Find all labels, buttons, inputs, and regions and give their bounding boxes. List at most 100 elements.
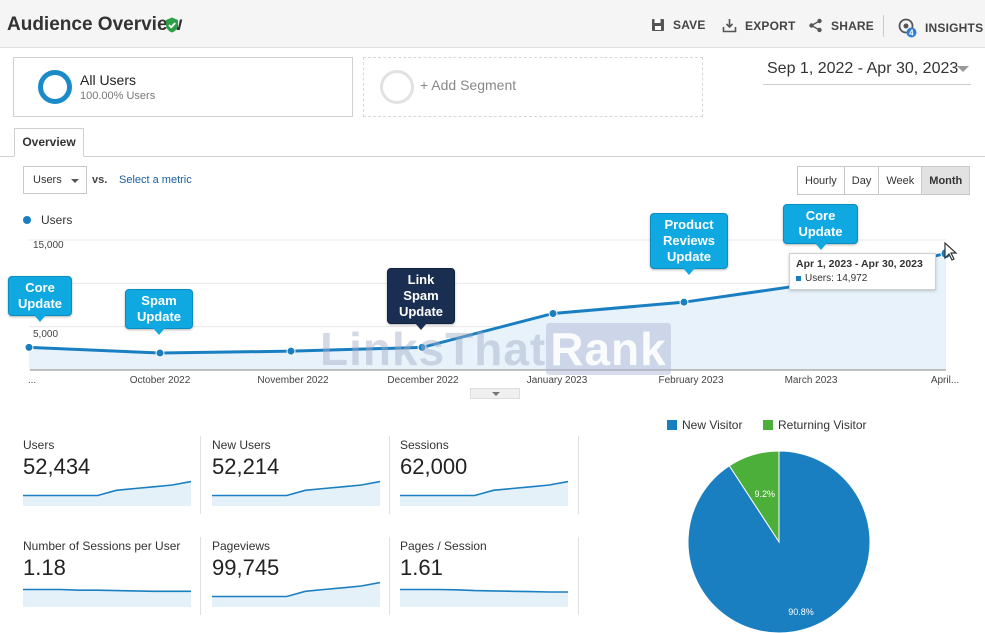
metric-value: 52,214 [212,454,280,479]
verified-shield-icon [166,17,178,33]
annotation-core-update-sep[interactable]: Core Update [8,276,72,322]
annotation-spam-update[interactable]: Spam Update [125,289,193,335]
tooltip-date-range: Apr 1, 2023 - Apr 30, 2023 [796,258,923,270]
tooltip-series-swatch [796,276,801,281]
metric-value: 1.18 [23,555,66,580]
y-axis-label-5000: 5,000 [33,329,59,340]
page-title: Audience Overview [7,14,183,35]
date-range-picker[interactable]: Sep 1, 2022 - Apr 30, 2023 [767,60,959,77]
date-range-caret-icon[interactable] [957,66,969,72]
annotation-product-reviews-update[interactable]: Product Reviews Update [650,213,728,275]
granularity-week-button[interactable]: Week [879,167,923,194]
users-area-fill [29,253,946,370]
pie-legend-label: Returning Visitor [778,418,867,432]
empty-segment-ring-icon [380,70,414,104]
share-icon [809,18,822,33]
export-icon [722,19,737,33]
segment-ring-icon [38,70,72,104]
metric-value: 62,000 [400,454,468,479]
metric-divider [578,537,579,615]
sparkline-line [400,480,568,497]
chevron-down-icon [492,392,500,396]
metric-sparkline [400,588,568,607]
metric-sparkline [23,480,191,506]
metric-sessions[interactable]: Sessions 62,000 [400,438,570,523]
annotation-core-update-mar[interactable]: Core Update [783,204,858,250]
metric-sparkline [400,480,568,506]
x-axis-label-feb: February 2023 [658,375,724,386]
granularity-hourly-button[interactable]: Hourly [798,167,845,194]
metric-pages-per-session[interactable]: Pages / Session 1.61 [400,539,570,624]
metric-divider [200,436,201,514]
tooltip-value: Users: 14,972 [805,273,868,284]
segment-all-users[interactable]: All Users 100.00% Users [13,57,353,117]
metric-users[interactable]: Users 52,434 [23,438,193,523]
add-segment-button[interactable]: + Add Segment [363,57,703,117]
x-axis-label-sep: ... [27,375,37,386]
pie-legend-new-visitor[interactable]: New Visitor [667,418,742,432]
granularity-day-button[interactable]: Day [845,167,880,194]
save-label: SAVE [673,18,706,32]
metric-dropdown[interactable]: Users [23,166,87,194]
x-axis-label-mar: March 2023 [784,375,838,386]
export-button[interactable]: EXPORT [722,18,796,33]
granularity-month-button[interactable]: Month [922,167,970,194]
metric-dropdown-value: Users [33,174,62,186]
pie-legend-label: New Visitor [682,418,743,432]
metric-label: Users [23,438,55,452]
save-button[interactable]: SAVE [651,18,706,32]
legend-dot-icon [23,216,31,224]
watermark-logo: LinksThatRank [320,322,671,376]
metric-label: Pages / Session [400,539,487,553]
sparkline-area [23,589,191,607]
metric-divider [389,537,390,615]
export-label: EXPORT [745,18,796,33]
x-axis-label-oct: October 2022 [129,375,191,386]
sparkline-line [23,480,191,497]
x-axis-label-nov: November 2022 [257,375,329,386]
metric-label: Pageviews [212,539,271,553]
sparkline-area [400,589,568,607]
annotation-link-spam-update[interactable]: Link Spam Update [387,268,455,330]
tab-overview[interactable]: Overview [14,128,84,157]
pie-legend-swatch [667,420,677,430]
visitor-type-pie-chart: 9.2% 90.8% [687,450,871,633]
x-axis-label-dec: December 2022 [387,375,459,386]
metric-sparkline [212,581,380,607]
mouse-cursor-icon [944,242,958,261]
date-range-underline [763,84,971,85]
data-point-oct-2022 [155,348,165,358]
insights-button[interactable]: 4 INSIGHTS [897,18,983,38]
metric-sparkline [212,480,380,506]
select-metric-link[interactable]: Select a metric [119,174,192,186]
metric-value: 52,434 [23,454,91,479]
pie-legend-returning-visitor[interactable]: Returning Visitor [763,418,867,432]
metric-divider [578,436,579,514]
chevron-down-icon [71,179,79,183]
data-point-jan-2023 [548,308,558,318]
page-header: Audience Overview SAVE EXPORT SHARE [0,0,985,48]
chart-expand-toggle[interactable] [470,388,520,399]
data-point-dec-2022 [417,342,427,352]
metric-label: Number of Sessions per User [23,539,181,553]
pie-slice-new-visitor [687,450,871,633]
vs-label: vs. [92,174,108,186]
metric-divider [200,537,201,615]
metric-sessions-per-user[interactable]: Number of Sessions per User 1.18 [23,539,193,624]
granularity-toggle: Hourly Day Week Month [797,166,971,195]
data-point-sep-2022 [24,342,34,352]
data-point-feb-2023 [679,297,689,307]
x-axis-label-apr: April... [930,375,960,386]
metric-new-users[interactable]: New Users 52,214 [212,438,382,523]
save-icon [652,19,664,31]
metric-divider [389,436,390,514]
sparkline-line [212,581,380,598]
metric-pageviews[interactable]: Pageviews 99,745 [212,539,382,624]
x-axis-label-jan: January 2023 [526,375,588,386]
watermark-right: Rank [546,323,671,375]
pie-legend-swatch [763,420,773,430]
metric-value: 99,745 [212,555,280,580]
pie-slice-label: 90.8% [788,607,814,617]
share-button[interactable]: SHARE [808,18,874,33]
data-point-nov-2022 [286,346,296,356]
